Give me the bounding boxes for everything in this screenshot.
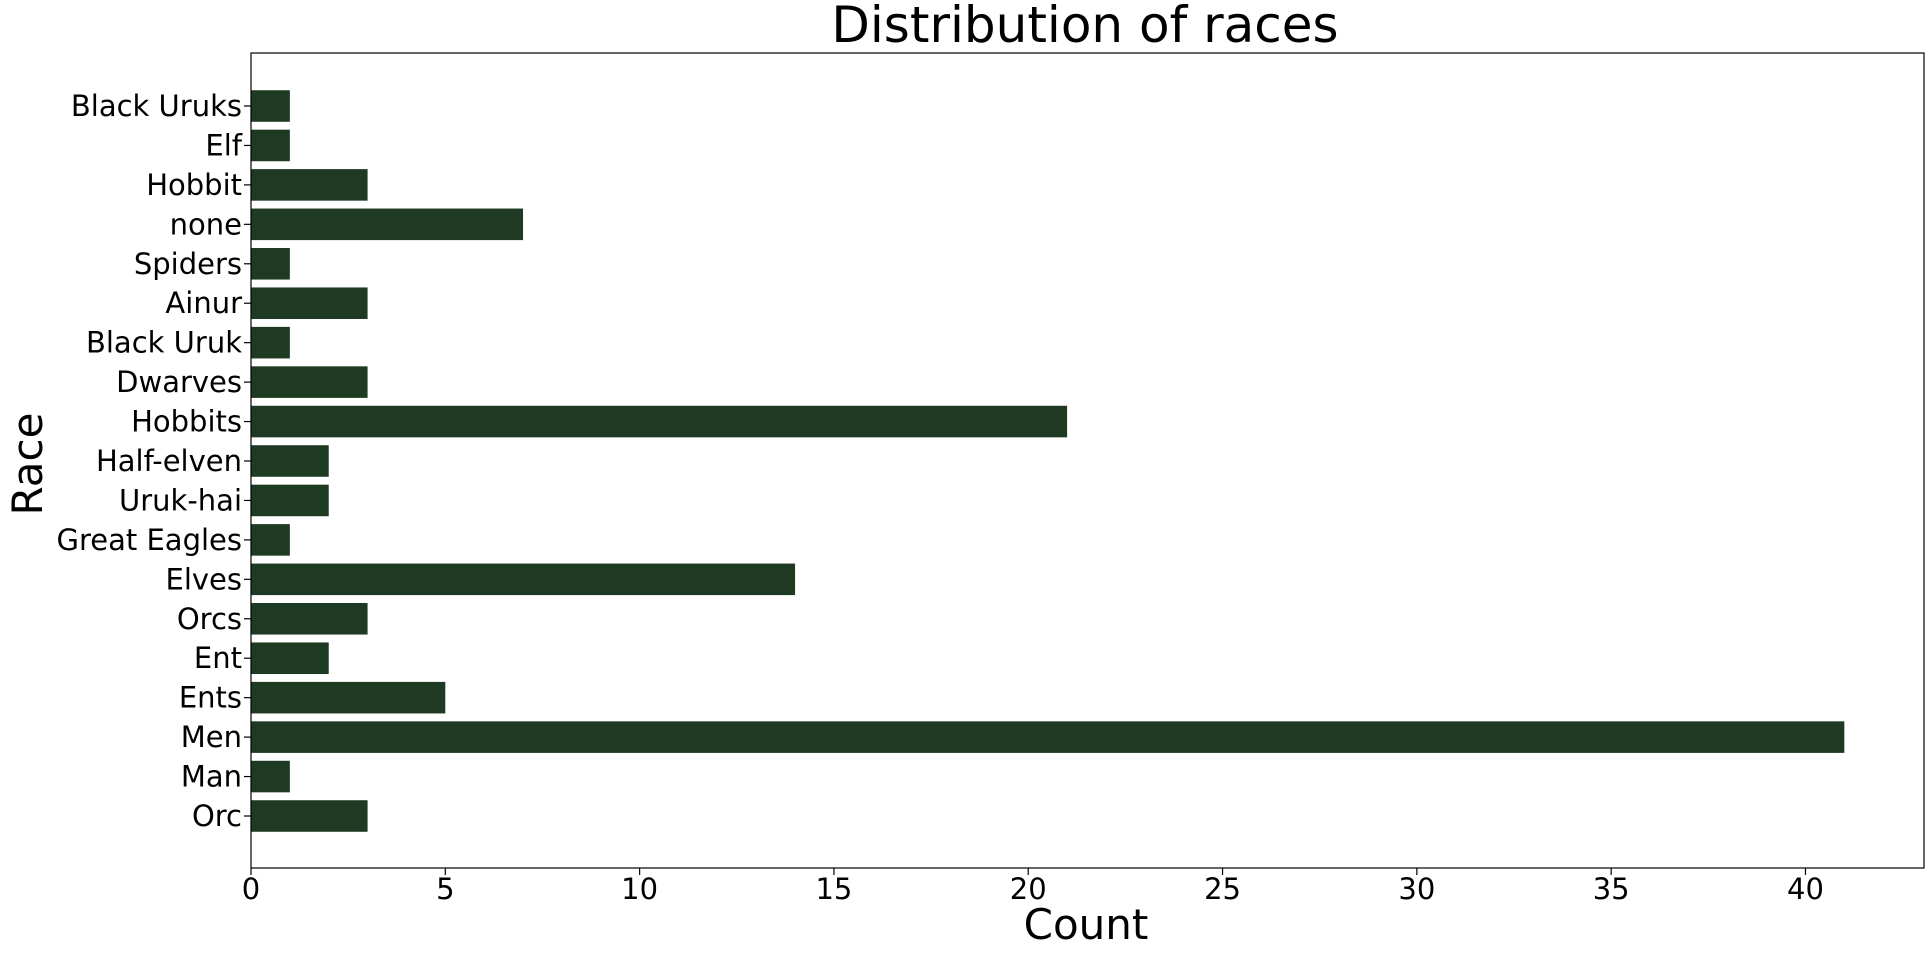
y-tick-label-black-uruk: Black Uruk: [86, 326, 242, 360]
bar-ents: [251, 681, 446, 714]
bar-black-uruk: [251, 326, 290, 359]
y-tick-label-orc: Orc: [192, 799, 242, 833]
bar-none: [251, 208, 524, 241]
y-axis-label: Race: [3, 413, 52, 516]
x-tick-label-40: 40: [1787, 872, 1824, 906]
chart-title: Distribution of races: [831, 0, 1338, 54]
y-tick-label-man: Man: [181, 760, 242, 794]
x-tick-label-20: 20: [1010, 872, 1047, 906]
x-tick-label-10: 10: [621, 872, 658, 906]
bar-ainur: [251, 287, 368, 319]
y-tick-label-half-elven: Half-elven: [96, 444, 242, 478]
bar-man: [251, 760, 290, 793]
bar-hobbits: [251, 405, 1068, 438]
bar-orc: [251, 800, 368, 832]
bar-half-elven: [251, 445, 329, 477]
y-tick-label-hobbit: Hobbit: [146, 168, 242, 202]
x-tick-labels: 0 5 10 15 20 25 30 35 40: [242, 868, 1824, 906]
x-tick-label-35: 35: [1593, 872, 1630, 906]
x-tick-label-15: 15: [815, 872, 852, 906]
y-tick-label-ents: Ents: [179, 681, 242, 715]
bar-ent: [251, 642, 329, 674]
x-tick-label-30: 30: [1398, 872, 1435, 906]
y-tick-label-dwarves: Dwarves: [116, 365, 242, 399]
bars-layer: [251, 90, 1845, 832]
y-tick-label-uruk-hai: Uruk-hai: [119, 483, 242, 517]
bar-orcs: [251, 603, 368, 635]
x-tick-label-0: 0: [242, 872, 260, 906]
plot-frame: [250, 52, 1925, 869]
y-tick-label-none: none: [170, 207, 242, 241]
y-tick-label-men: Men: [181, 720, 242, 754]
bar-elf: [251, 129, 290, 162]
y-tick-label-ent: Ent: [194, 641, 242, 675]
x-tick-label-25: 25: [1204, 872, 1241, 906]
bar-dwarves: [251, 366, 368, 398]
y-tick-label-hobbits: Hobbits: [131, 405, 242, 439]
y-tick-label-great-eagles: Great Eagles: [57, 523, 242, 557]
bar-hobbit: [251, 169, 368, 201]
y-tick-label-spiders: Spiders: [134, 247, 242, 281]
y-tick-labels: Black Uruks Elf Hobbit none Spiders Ainur Blac…: [57, 89, 251, 833]
x-tick-label-5: 5: [436, 872, 454, 906]
x-axis-label: Count: [1024, 900, 1149, 949]
y-tick-label-ainur: Ainur: [165, 286, 242, 320]
bar-elves: [251, 563, 796, 596]
bar-uruk-hai: [251, 484, 329, 517]
y-tick-label-orcs: Orcs: [177, 602, 242, 636]
y-tick-label-elves: Elves: [166, 562, 243, 596]
bar-men: [251, 721, 1845, 753]
bar-great-eagles: [251, 524, 290, 556]
y-tick-label-elf: Elf: [205, 128, 242, 162]
y-tick-label-black-uruks: Black Uruks: [71, 89, 242, 123]
bar-black-uruks: [251, 90, 290, 122]
bar-spiders: [251, 248, 290, 280]
